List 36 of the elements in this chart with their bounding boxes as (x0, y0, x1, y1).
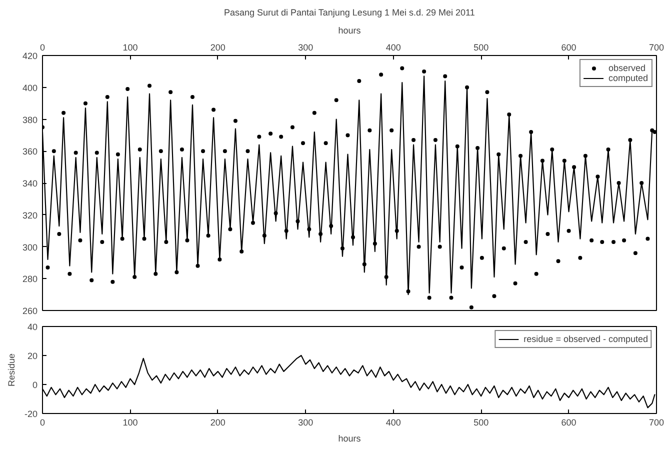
x-tick-label: 400 (386, 42, 401, 52)
y-tick-label: 280 (22, 274, 38, 284)
x-axis-title: hours (338, 26, 362, 36)
y-tick-label: 380 (22, 114, 38, 125)
x-tick-label: 0 (40, 42, 46, 52)
x-tick-label: 0 (40, 418, 46, 428)
x-tick-label: 600 (561, 42, 576, 52)
x-tick-label: 700 (648, 42, 664, 52)
x-tick-label: 700 (648, 418, 664, 428)
x-tick-label: 200 (210, 42, 226, 52)
y-axis-title: Residue (6, 353, 16, 387)
y-tick-label: 20 (27, 351, 38, 361)
x-tick-label: 200 (210, 418, 226, 428)
chart-title: Pasang Surut di Pantai Tanjung Lesung 1 Mei s.d. 29 Mei 2011 (224, 8, 475, 18)
y-tick-label: 400 (22, 82, 38, 93)
x-tick-label: 300 (298, 42, 314, 52)
y-tick-label: 40 (27, 322, 38, 332)
legend-label: computed (608, 73, 648, 83)
y-tick-label: 0 (32, 380, 38, 390)
y-tick-label: 340 (22, 178, 38, 188)
x-tick-label: 500 (474, 418, 489, 428)
legend-label: residue = observed - computed (524, 334, 648, 344)
x-tick-label: 100 (122, 42, 138, 52)
y-tick-label: 260 (22, 306, 38, 316)
y-tick-label: 300 (22, 242, 38, 252)
x-tick-label: 400 (386, 418, 401, 428)
x-tick-label: 500 (474, 42, 489, 52)
y-tick-label: 420 (22, 51, 38, 61)
y-tick-label: 320 (22, 210, 38, 220)
x-tick-label: 300 (298, 418, 314, 428)
x-tick-label: 600 (561, 418, 576, 428)
x-tick-label: 100 (122, 418, 138, 428)
x-axis-title: hours (338, 434, 362, 444)
y-tick-label: 360 (22, 146, 38, 157)
legend-label: observed (608, 63, 646, 73)
y-tick-label: -20 (24, 409, 38, 419)
